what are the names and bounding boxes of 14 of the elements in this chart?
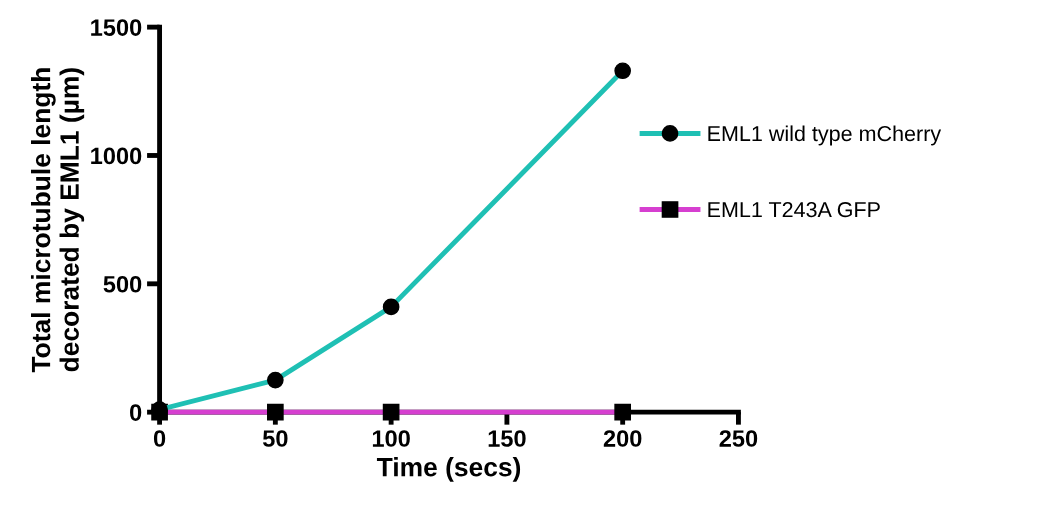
x-tick-label: 100 [372,430,410,447]
x-tick-label: 0 [153,430,166,447]
y-tick-label: 1000 [91,147,142,165]
y-tick-label: 1500 [91,19,142,36]
y-axis-title: Total microtubule length decorated by EML1 (µm) [30,68,85,373]
x-tick-label: 250 [719,430,758,447]
x-tick-label: 150 [488,430,526,447]
legend-label: EML1 T243A GFP [708,202,880,218]
x-tick-label: 200 [603,430,642,447]
legend-label: EML1 wild type mCherry [708,125,942,146]
x-tick-label: 50 [262,430,288,447]
x-axis-title: Time (secs) [376,457,521,482]
y-tick-label: 500 [103,275,142,293]
y-tick-label: 0 [130,404,142,421]
